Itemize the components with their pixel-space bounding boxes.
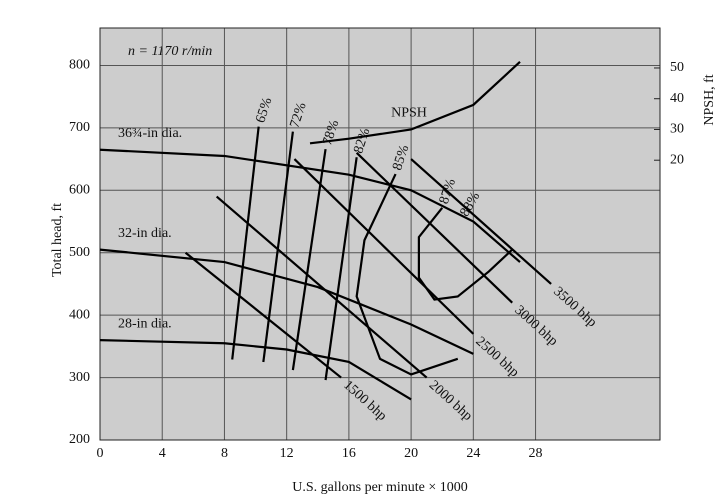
y2-tick-label: 30 (670, 122, 684, 137)
curve (355, 152, 513, 304)
x-tick-label: 20 (404, 446, 418, 461)
y2-tick-label: 50 (670, 60, 684, 75)
y-tick-label: 400 (69, 307, 90, 322)
y-tick-label: 200 (69, 432, 90, 447)
x-tick-label: 24 (466, 446, 480, 461)
curve (99, 248, 474, 355)
curve (324, 157, 358, 381)
curve (262, 131, 294, 363)
curve (417, 207, 513, 301)
y2-tick-label: 20 (670, 152, 684, 167)
y2-axis-label: NPSH, ft (702, 74, 717, 125)
curve (231, 126, 260, 360)
curve (309, 61, 521, 145)
x-tick-label: 28 (529, 446, 543, 461)
y-tick-label: 600 (69, 183, 90, 198)
x-tick-label: 0 (97, 446, 104, 461)
y-tick-label: 700 (69, 120, 90, 135)
head-curve-label: 28-in dia. (118, 316, 172, 331)
y-axis-label: Total head, ft (50, 203, 65, 277)
plot-area (100, 28, 660, 440)
y-tick-label: 300 (69, 370, 90, 385)
curve (99, 148, 521, 263)
head-curve-label: 32-in dia. (118, 226, 172, 241)
curve (291, 148, 327, 371)
plot-border (99, 27, 661, 441)
x-tick-label: 8 (221, 446, 228, 461)
y-tick-label: 800 (69, 58, 90, 73)
curve (99, 339, 412, 401)
curve (293, 158, 475, 335)
curve (410, 158, 552, 285)
x-tick-label: 16 (342, 446, 356, 461)
curve (215, 195, 428, 379)
x-tick-label: 12 (280, 446, 294, 461)
y-tick-label: 500 (69, 245, 90, 260)
head-curve-label: 36¾-in dia. (118, 126, 182, 141)
x-axis-label: U.S. gallons per minute × 1000 (292, 480, 468, 495)
curve (184, 251, 342, 379)
x-tick-label: 4 (159, 446, 166, 461)
y2-tick-label: 40 (670, 91, 684, 106)
npsh-label: NPSH (391, 106, 427, 121)
speed-annotation: n = 1170 r/min (128, 44, 212, 59)
